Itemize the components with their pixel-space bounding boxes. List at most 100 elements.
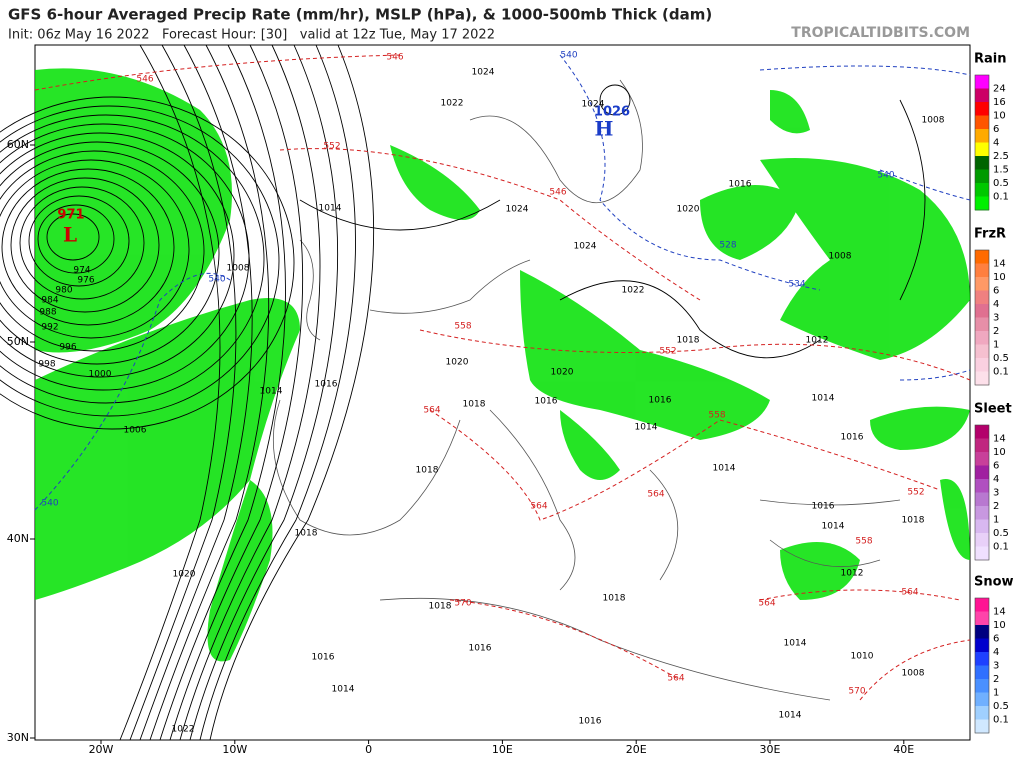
- legend-label: 10: [993, 272, 1006, 283]
- map-label: 1022: [172, 725, 195, 735]
- map-label: 540: [877, 171, 894, 181]
- lon-label: 20E: [626, 743, 647, 756]
- color-swatch: [975, 438, 989, 453]
- precip: [870, 406, 970, 450]
- legend-label: 1.5: [993, 165, 1009, 176]
- map-label: 1014: [260, 387, 283, 397]
- map-label: 1014: [784, 639, 807, 649]
- isobar: [28, 195, 130, 287]
- map-label: 1012: [841, 569, 864, 579]
- isobar: [37, 204, 115, 274]
- map-label: 984: [41, 296, 58, 306]
- color-swatch: [975, 75, 989, 89]
- map-label: 980: [55, 286, 72, 296]
- map-label: 1016: [469, 644, 492, 654]
- legend-label: 0.5: [993, 178, 1009, 189]
- legend-label: 0.1: [993, 715, 1009, 726]
- isobar: [46, 213, 100, 261]
- color-swatch: [975, 331, 989, 345]
- map-label: 564: [667, 674, 684, 684]
- precip: [760, 158, 970, 360]
- legend-label: 3: [993, 488, 999, 499]
- map-label: 1018: [429, 602, 452, 612]
- map-label: 564: [758, 599, 775, 609]
- legend-label: 4: [993, 474, 999, 485]
- subtitle: Init: 06z May 16 2022 Forecast Hour: [30…: [8, 28, 495, 43]
- lon-label: 40E: [893, 743, 914, 756]
- isobar: [139, 44, 253, 741]
- color-swatch: [975, 250, 989, 264]
- colorbar-frame: [974, 74, 990, 211]
- isobar: [209, 44, 375, 741]
- precip: [207, 480, 273, 662]
- lon-label: 30E: [760, 743, 781, 756]
- map-label: 1014: [332, 685, 355, 695]
- color-swatch: [975, 638, 989, 653]
- map-label: 1008: [922, 116, 945, 126]
- legend-label: 4: [993, 138, 999, 149]
- precip: [940, 479, 970, 560]
- lon-label: 10W: [222, 743, 247, 756]
- color-swatch: [975, 665, 989, 680]
- map-label: 1020: [446, 358, 469, 368]
- map-label: 534: [788, 280, 805, 290]
- isobar: [169, 44, 304, 741]
- map-label: 564: [901, 588, 918, 598]
- color-swatch: [975, 625, 989, 639]
- isobar: [0, 150, 205, 352]
- map-label: 1018: [677, 336, 700, 346]
- legend-label: 0.1: [993, 367, 1009, 378]
- title: GFS 6-hour Averaged Precip Rate (mm/hr),…: [8, 6, 712, 24]
- thickness-line: [34, 54, 971, 701]
- isobar: [0, 132, 235, 378]
- map-label: 540: [208, 275, 225, 285]
- map-label: 558: [708, 411, 725, 421]
- map-label: 1014: [319, 204, 342, 214]
- thickness-line: [34, 54, 971, 511]
- isobar: [149, 44, 270, 741]
- lat-label: 50N: [7, 335, 29, 348]
- map-label: 552: [907, 488, 924, 498]
- color-swatch: [975, 519, 989, 534]
- color-swatch: [975, 506, 989, 520]
- map-label: 552: [659, 347, 676, 357]
- isobar: [129, 44, 237, 741]
- legend-label: 0.5: [993, 528, 1009, 539]
- color-swatch: [975, 344, 989, 359]
- map-label: 1016: [579, 717, 602, 727]
- map-label: 974: [73, 266, 90, 276]
- isobar: [299, 84, 926, 359]
- map-label: 992: [41, 323, 58, 333]
- axes: 60N 50N 40N 30N 20W 10W 0 10E 20E 30E 40E: [7, 138, 915, 756]
- map-label: 1024: [582, 100, 605, 110]
- map-label: 558: [855, 537, 872, 547]
- color-swatch: [975, 290, 989, 305]
- legend-label: 10: [993, 111, 1006, 122]
- map-label: H: [595, 117, 614, 141]
- color-swatch: [975, 102, 989, 116]
- legend-label: 6: [993, 286, 999, 297]
- lat-label: 60N: [7, 138, 29, 151]
- color-swatch: [975, 169, 989, 184]
- isobar: [0, 159, 190, 339]
- legend-label: 0.1: [993, 192, 1009, 203]
- map-label: 1022: [441, 99, 464, 109]
- map-label: 1016: [535, 397, 558, 407]
- map-label: 1026: [594, 105, 630, 120]
- isobar: [189, 44, 339, 741]
- map-label: 528: [719, 241, 736, 251]
- isobar: [199, 44, 356, 741]
- isobars: [0, 44, 926, 741]
- color-swatch: [975, 263, 989, 278]
- legend-title: Snow: [974, 575, 1014, 590]
- legend-label: 2.5: [993, 151, 1009, 162]
- color-swatch: [975, 156, 989, 170]
- map-label: 1016: [841, 433, 864, 443]
- map-label: 546: [549, 188, 566, 198]
- legend-label: 0.5: [993, 701, 1009, 712]
- map-label: 976: [77, 276, 94, 286]
- legend-label: 4: [993, 299, 999, 310]
- map-label: 564: [530, 502, 547, 512]
- legend-label: 2: [993, 674, 999, 685]
- legend-label: 3: [993, 661, 999, 672]
